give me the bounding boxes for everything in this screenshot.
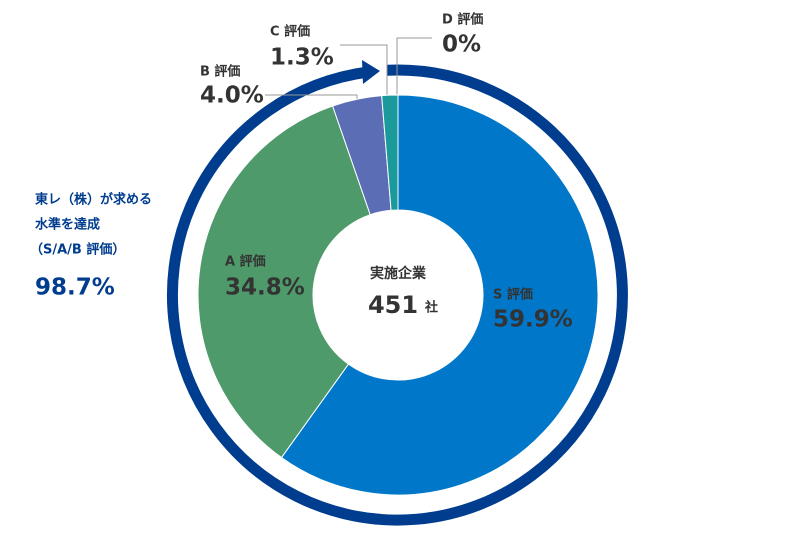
donut-hole bbox=[313, 210, 483, 380]
leader-line bbox=[396, 37, 432, 100]
value-label: 0% bbox=[442, 32, 481, 58]
category-label: D 評価 bbox=[442, 12, 483, 28]
category-label: C 評価 bbox=[270, 24, 310, 40]
annotation-line: （S/A/B 評価） bbox=[30, 242, 125, 258]
category-label: B 評価 bbox=[200, 64, 240, 80]
value-label: 4.0% bbox=[200, 83, 264, 109]
value-label: 1.3% bbox=[270, 45, 334, 71]
center-value: 451 bbox=[368, 291, 418, 319]
annotation-line: 水準を達成 bbox=[35, 217, 100, 233]
leader-line bbox=[340, 44, 388, 97]
annotation-value: 98.7% bbox=[35, 275, 115, 301]
center-unit: 社 bbox=[424, 300, 438, 316]
annotation-line: 東レ（株）が求める bbox=[35, 192, 152, 208]
ring bbox=[166, 64, 628, 526]
category-label: S 評価 bbox=[493, 287, 533, 303]
center-label: 実施企業 bbox=[370, 265, 427, 282]
category-label: A 評価 bbox=[225, 254, 266, 270]
value-label: 59.9% bbox=[493, 307, 573, 333]
value-label: 34.8% bbox=[225, 275, 305, 301]
ring-arrow bbox=[362, 60, 380, 84]
slices bbox=[197, 94, 599, 496]
